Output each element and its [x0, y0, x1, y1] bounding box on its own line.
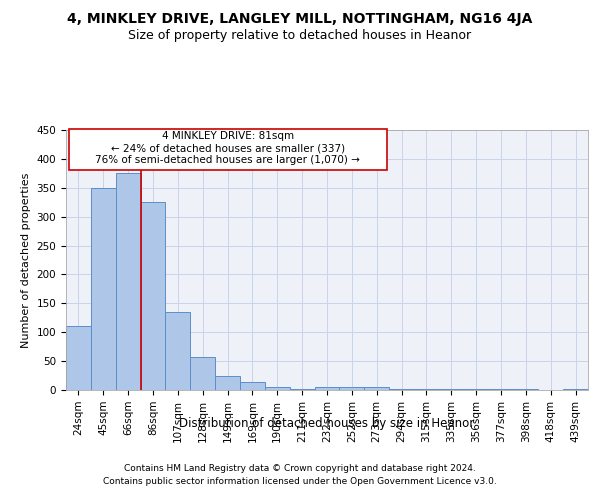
Text: Contains HM Land Registry data © Crown copyright and database right 2024.: Contains HM Land Registry data © Crown c… — [124, 464, 476, 473]
Bar — [66, 326, 91, 390]
Bar — [166, 312, 190, 390]
Bar — [68, 128, 387, 170]
Bar — [340, 387, 364, 390]
Text: Contains public sector information licensed under the Open Government Licence v3: Contains public sector information licen… — [103, 478, 497, 486]
Y-axis label: Number of detached properties: Number of detached properties — [21, 172, 31, 348]
Bar — [240, 382, 265, 390]
Bar — [314, 387, 340, 390]
Bar — [116, 174, 140, 390]
Text: Distribution of detached houses by size in Heanor: Distribution of detached houses by size … — [179, 418, 475, 430]
Bar — [190, 357, 215, 390]
Bar — [91, 188, 116, 390]
Text: ← 24% of detached houses are smaller (337): ← 24% of detached houses are smaller (33… — [111, 143, 345, 153]
Bar — [290, 389, 314, 390]
Bar — [364, 386, 389, 390]
Bar — [140, 202, 166, 390]
Text: Size of property relative to detached houses in Heanor: Size of property relative to detached ho… — [128, 29, 472, 42]
Bar — [563, 389, 588, 390]
Bar — [514, 389, 538, 390]
Text: 4, MINKLEY DRIVE, LANGLEY MILL, NOTTINGHAM, NG16 4JA: 4, MINKLEY DRIVE, LANGLEY MILL, NOTTINGH… — [67, 12, 533, 26]
Bar — [389, 389, 414, 390]
Bar — [215, 376, 240, 390]
Bar — [265, 386, 290, 390]
Text: 76% of semi-detached houses are larger (1,070) →: 76% of semi-detached houses are larger (… — [95, 155, 360, 165]
Text: 4 MINKLEY DRIVE: 81sqm: 4 MINKLEY DRIVE: 81sqm — [162, 132, 294, 141]
